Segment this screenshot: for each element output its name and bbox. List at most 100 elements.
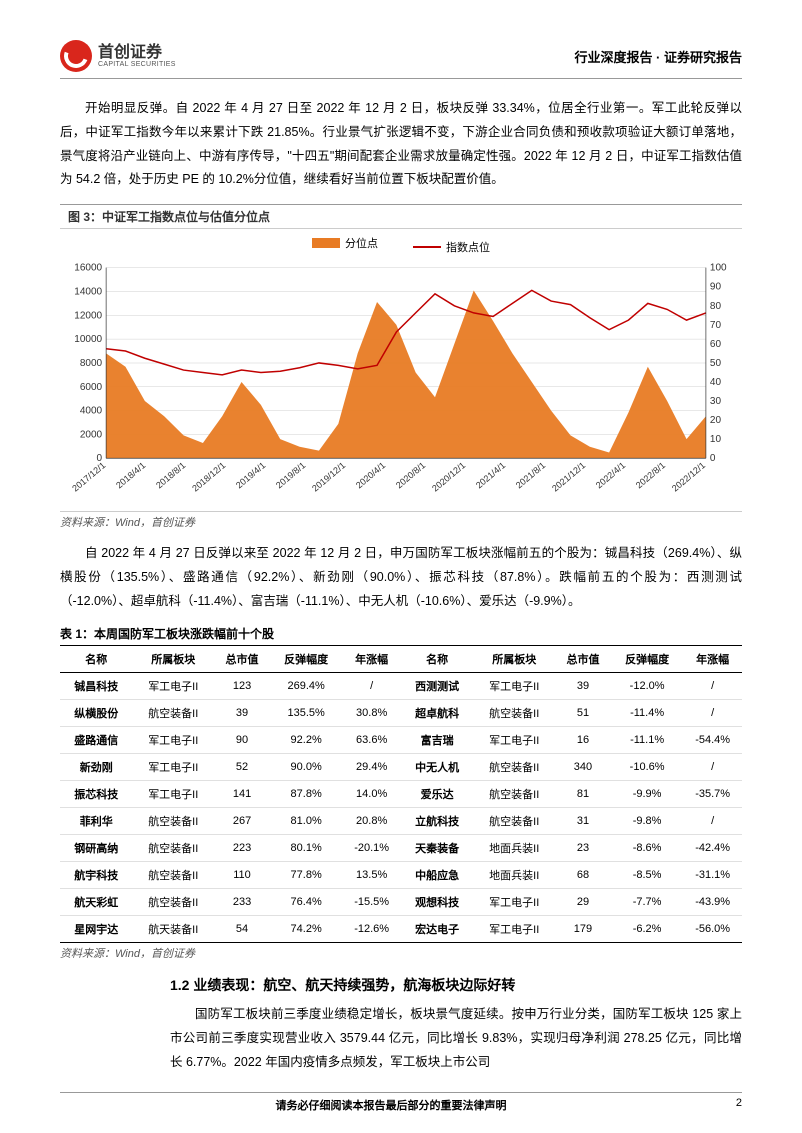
header-category: 行业深度报告 · 证券研究报告 xyxy=(574,47,742,66)
svg-text:30: 30 xyxy=(710,396,722,407)
table-row: 盛路通信军工电子II9092.2%63.6%富吉瑞军工电子II16-11.1%-… xyxy=(60,727,742,754)
table-cell: -9.8% xyxy=(611,808,683,835)
table-cell: 航空装备II xyxy=(473,754,555,781)
table-cell: 纵横股份 xyxy=(60,700,132,727)
legend-line: 指数点位 xyxy=(413,239,490,255)
svg-text:70: 70 xyxy=(710,320,722,331)
table-cell: 81 xyxy=(555,781,611,808)
table-cell: 110 xyxy=(214,862,270,889)
table-header-cell: 总市值 xyxy=(555,646,611,673)
page-header: 首创证券 CAPITAL SECURITIES 行业深度报告 · 证券研究报告 xyxy=(60,40,742,79)
table-cell: 富吉瑞 xyxy=(401,727,473,754)
svg-text:100: 100 xyxy=(710,263,727,274)
table-cell: -20.1% xyxy=(342,835,401,862)
table-cell: 52 xyxy=(214,754,270,781)
table-cell: -31.1% xyxy=(683,862,742,889)
svg-text:10: 10 xyxy=(710,434,722,445)
table-cell: 29.4% xyxy=(342,754,401,781)
table-row: 纵横股份航空装备II39135.5%30.8%超卓航科航空装备II51-11.4… xyxy=(60,700,742,727)
svg-text:0: 0 xyxy=(710,453,716,464)
table-cell: 223 xyxy=(214,835,270,862)
table-row: 星网宇达航天装备II5474.2%-12.6%宏达电子军工电子II179-6.2… xyxy=(60,916,742,943)
table-cell: 68 xyxy=(555,862,611,889)
table-cell: 31 xyxy=(555,808,611,835)
svg-text:10000: 10000 xyxy=(74,334,102,345)
legend-area-swatch xyxy=(312,238,340,248)
table-cell: -12.0% xyxy=(611,673,683,700)
table-cell: 航空装备II xyxy=(132,862,214,889)
table-cell: -56.0% xyxy=(683,916,742,943)
table-cell: 航空装备II xyxy=(132,700,214,727)
table-cell: 14.0% xyxy=(342,781,401,808)
table-body: 铖昌科技军工电子II123269.4%/西测测试军工电子II39-12.0%/纵… xyxy=(60,673,742,943)
table-cell: 141 xyxy=(214,781,270,808)
table-cell: / xyxy=(683,700,742,727)
table-cell: -42.4% xyxy=(683,835,742,862)
table-cell: 航天装备II xyxy=(132,916,214,943)
logo-text-en: CAPITAL SECURITIES xyxy=(98,61,176,68)
table-cell: 钢研高纳 xyxy=(60,835,132,862)
figure-source: 资料来源：Wind，首创证券 xyxy=(60,511,742,530)
table-cell: 地面兵装II xyxy=(473,835,555,862)
table-cell: 16 xyxy=(555,727,611,754)
table-header-cell: 反弹幅度 xyxy=(270,646,342,673)
table-row: 菲利华航空装备II26781.0%20.8%立航科技航空装备II31-9.8%/ xyxy=(60,808,742,835)
table-cell: / xyxy=(683,808,742,835)
svg-text:2019/12/1: 2019/12/1 xyxy=(310,460,347,493)
table-cell: -6.2% xyxy=(611,916,683,943)
legend-line-swatch xyxy=(413,246,441,248)
table-cell: -10.6% xyxy=(611,754,683,781)
table-cell: -54.4% xyxy=(683,727,742,754)
table-cell: 航宇科技 xyxy=(60,862,132,889)
table-cell: 西测测试 xyxy=(401,673,473,700)
table-cell: 航天彩虹 xyxy=(60,889,132,916)
table-cell: -7.7% xyxy=(611,889,683,916)
table-cell: 观想科技 xyxy=(401,889,473,916)
table-cell: 29 xyxy=(555,889,611,916)
table-cell: 中无人机 xyxy=(401,754,473,781)
table-cell: 航空装备II xyxy=(473,781,555,808)
footer-disclaimer: 请务必仔细阅读本报告最后部分的重要法律声明 xyxy=(60,1097,722,1113)
table-cell: 54 xyxy=(214,916,270,943)
paragraph-1: 开始明显反弹。自 2022 年 4 月 27 日至 2022 年 12 月 2 … xyxy=(60,97,742,192)
svg-text:2020/8/1: 2020/8/1 xyxy=(394,460,427,490)
table-cell: 军工电子II xyxy=(132,754,214,781)
svg-text:2018/8/1: 2018/8/1 xyxy=(154,460,187,490)
table-cell: 13.5% xyxy=(342,862,401,889)
figure-caption: 图 3：中证军工指数点位与估值分位点 xyxy=(60,204,742,229)
table-cell: 军工电子II xyxy=(473,889,555,916)
chart-legend: 分位点 指数点位 xyxy=(60,235,742,255)
svg-text:90: 90 xyxy=(710,282,722,293)
table-cell: 天秦装备 xyxy=(401,835,473,862)
table-row: 航宇科技航空装备II11077.8%13.5%中船应急地面兵装II68-8.5%… xyxy=(60,862,742,889)
table-cell: 20.8% xyxy=(342,808,401,835)
table-cell: 立航科技 xyxy=(401,808,473,835)
table-cell: 30.8% xyxy=(342,700,401,727)
svg-text:2000: 2000 xyxy=(80,429,103,440)
table-cell: 航空装备II xyxy=(132,889,214,916)
table-cell: 军工电子II xyxy=(473,727,555,754)
table-cell: 179 xyxy=(555,916,611,943)
svg-text:2019/4/1: 2019/4/1 xyxy=(234,460,267,490)
table-header-cell: 总市值 xyxy=(214,646,270,673)
footer-pagenum: 2 xyxy=(722,1097,742,1113)
svg-text:4000: 4000 xyxy=(80,406,103,417)
logo: 首创证券 CAPITAL SECURITIES xyxy=(60,40,176,72)
table-row: 新劲刚军工电子II5290.0%29.4%中无人机航空装备II340-10.6%… xyxy=(60,754,742,781)
table-cell: 80.1% xyxy=(270,835,342,862)
table-cell: 92.2% xyxy=(270,727,342,754)
svg-text:2021/8/1: 2021/8/1 xyxy=(514,460,547,490)
top-stocks-table: 名称所属板块总市值反弹幅度年涨幅名称所属板块总市值反弹幅度年涨幅 铖昌科技军工电… xyxy=(60,646,742,943)
table-cell: 39 xyxy=(555,673,611,700)
table-cell: 中船应急 xyxy=(401,862,473,889)
svg-text:2017/12/1: 2017/12/1 xyxy=(70,460,107,493)
table-cell: 盛路通信 xyxy=(60,727,132,754)
table-cell: 超卓航科 xyxy=(401,700,473,727)
table-cell: 宏达电子 xyxy=(401,916,473,943)
table-cell: 23 xyxy=(555,835,611,862)
table-cell: 新劲刚 xyxy=(60,754,132,781)
table-cell: 77.8% xyxy=(270,862,342,889)
svg-text:20: 20 xyxy=(710,415,722,426)
table-cell: 267 xyxy=(214,808,270,835)
table-cell: 航空装备II xyxy=(473,700,555,727)
